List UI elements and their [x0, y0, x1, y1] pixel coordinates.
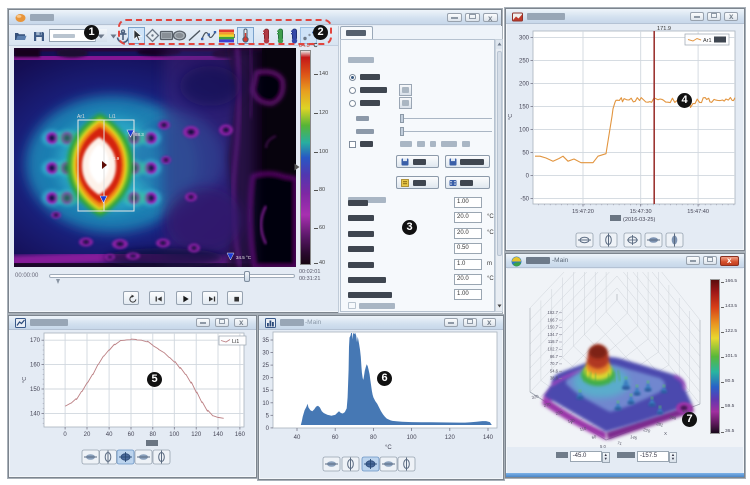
svg-text:270: 270 — [543, 401, 552, 407]
svg-text:60: 60 — [332, 435, 339, 441]
svg-text:80: 80 — [370, 435, 377, 441]
svg-text:15:47:30: 15:47:30 — [630, 209, 652, 215]
svg-text:34.5 °C: 34.5 °C — [236, 255, 252, 260]
svg-text:281: 281 — [656, 421, 665, 428]
svg-text:160: 160 — [235, 432, 246, 438]
svg-text:-50: -50 — [520, 196, 529, 202]
svg-text:100: 100 — [169, 432, 180, 438]
svg-text:°C: °C — [385, 445, 392, 451]
svg-text:70.7: 70.7 — [550, 361, 559, 366]
svg-text:38.6: 38.6 — [550, 376, 559, 381]
svg-text:150.7: 150.7 — [548, 325, 559, 330]
svg-text:°C: °C — [22, 377, 28, 383]
svg-text:80: 80 — [149, 432, 156, 438]
svg-text:40: 40 — [294, 435, 301, 441]
svg-text:Li1: Li1 — [109, 114, 116, 120]
svg-text:171.9: 171.9 — [108, 156, 120, 161]
svg-text:60: 60 — [128, 432, 135, 438]
svg-text:40: 40 — [106, 432, 113, 438]
svg-text:88.3: 88.3 — [135, 132, 144, 137]
svg-text:171.9: 171.9 — [657, 26, 671, 32]
svg-text:150: 150 — [30, 387, 41, 393]
svg-text:366: 366 — [669, 414, 678, 421]
svg-text:120: 120 — [445, 435, 456, 441]
svg-text:°C: °C — [508, 114, 514, 120]
svg-text:86.7: 86.7 — [550, 354, 559, 359]
svg-text:5 0: 5 0 — [600, 444, 606, 449]
svg-text:182.7: 182.7 — [548, 310, 559, 315]
svg-text:15:47:20: 15:47:20 — [572, 209, 594, 215]
svg-text:146: 146 — [630, 434, 639, 441]
svg-text:140: 140 — [483, 435, 494, 441]
svg-text:0: 0 — [266, 426, 270, 432]
svg-text:110: 110 — [579, 426, 587, 432]
svg-text:60: 60 — [591, 434, 597, 440]
svg-text:140: 140 — [30, 411, 41, 417]
svg-text:102.7: 102.7 — [548, 347, 559, 352]
svg-text:150: 150 — [519, 104, 530, 110]
svg-text:5: 5 — [266, 413, 270, 419]
svg-text:430: 430 — [682, 408, 691, 415]
svg-text:140: 140 — [213, 432, 224, 438]
svg-text:54.6: 54.6 — [550, 368, 559, 373]
svg-text:200: 200 — [519, 81, 530, 87]
svg-text:25: 25 — [262, 363, 269, 369]
svg-text:220: 220 — [555, 409, 564, 415]
svg-text:30: 30 — [262, 351, 269, 357]
svg-text:15: 15 — [262, 388, 269, 394]
svg-text:160: 160 — [30, 363, 41, 369]
svg-text:166.7: 166.7 — [548, 317, 559, 322]
svg-text:100: 100 — [407, 435, 418, 441]
svg-text:Li1: Li1 — [232, 339, 239, 345]
svg-text:100: 100 — [519, 127, 530, 133]
svg-text:20: 20 — [84, 432, 91, 438]
svg-text:Ar1: Ar1 — [77, 114, 85, 120]
svg-text:15:47:40: 15:47:40 — [687, 209, 709, 215]
svg-text:Ar1: Ar1 — [703, 38, 712, 44]
svg-text:0: 0 — [63, 432, 67, 438]
svg-text:250: 250 — [519, 58, 530, 64]
svg-text:50: 50 — [522, 150, 529, 156]
svg-text:(2016-03-25): (2016-03-25) — [623, 217, 655, 223]
svg-text:71: 71 — [617, 440, 623, 446]
svg-text:120: 120 — [191, 432, 202, 438]
svg-text:118.7: 118.7 — [548, 339, 559, 344]
svg-text:170: 170 — [567, 417, 576, 423]
svg-text:170: 170 — [30, 338, 41, 344]
svg-text:0: 0 — [526, 173, 530, 179]
svg-text:20: 20 — [262, 376, 269, 382]
svg-text:Y: Y — [570, 420, 573, 425]
svg-text:300: 300 — [519, 35, 530, 41]
svg-text:134.7: 134.7 — [548, 332, 559, 337]
svg-text:10: 10 — [262, 401, 269, 407]
svg-text:35: 35 — [262, 338, 269, 344]
svg-text:220: 220 — [643, 427, 652, 434]
svg-text:320: 320 — [531, 393, 540, 399]
svg-text:X: X — [664, 431, 667, 436]
